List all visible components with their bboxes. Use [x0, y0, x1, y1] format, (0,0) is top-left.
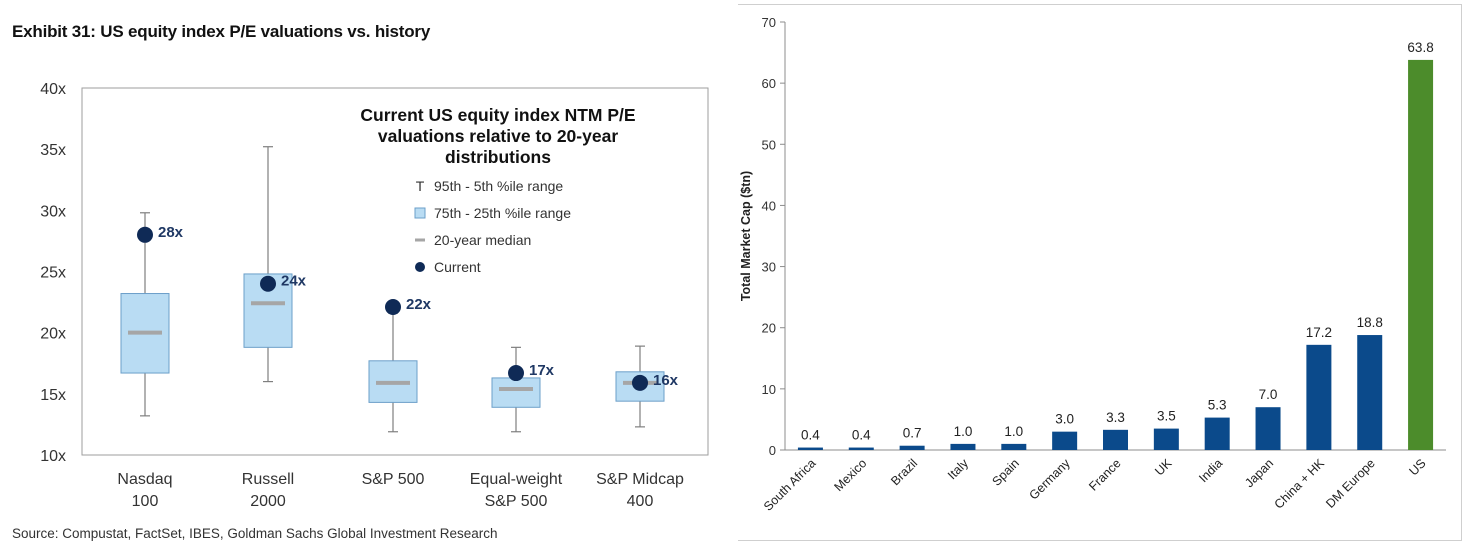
box-plot-chart: 10x 15x 20x 25x 30x 35x 40x 28x Nasdaq 100 24x Russ… [40, 81, 709, 510]
x-category-label: Mexico [831, 456, 869, 494]
exhibit-title: Exhibit 31: US equity index P/E valuatio… [12, 22, 431, 41]
legend-label: 20-year median [434, 232, 531, 248]
bar [1052, 431, 1078, 450]
bar-value-label: 7.0 [1259, 387, 1278, 402]
bar-value-label: 63.8 [1407, 40, 1433, 55]
chart-title-line: distributions [445, 147, 551, 167]
current-value-dot [508, 365, 524, 382]
x-category-label: 100 [132, 493, 159, 510]
y-tick-label: 25x [40, 265, 66, 282]
y-tick-label: 40 [762, 198, 776, 213]
x-category-label: France [1086, 456, 1123, 493]
x-category-label: Italy [945, 456, 972, 483]
bar-value-label: 0.4 [801, 428, 820, 443]
bar-value-label: 3.0 [1055, 412, 1074, 427]
bar [848, 447, 874, 450]
iqr-box [491, 377, 541, 408]
x-category-label: Russell [242, 471, 294, 488]
frame-right [1461, 4, 1462, 540]
bar-value-label: 17.2 [1306, 325, 1332, 340]
x-category-label: S&P 500 [362, 471, 425, 488]
current-value-dot [632, 374, 648, 391]
y-tick-label: 10x [40, 448, 66, 465]
x-category-label: Nasdaq [117, 471, 172, 488]
y-tick-label: 35x [40, 142, 66, 159]
y-tick-label: 15x [40, 387, 66, 404]
bar [1306, 344, 1332, 450]
bar-value-label: 1.0 [1004, 424, 1023, 439]
bar-value-label: 5.3 [1208, 398, 1227, 413]
bar [1408, 59, 1434, 451]
bar-value-label: 1.0 [954, 424, 973, 439]
x-category-label: Brazil [888, 456, 920, 488]
bar [1204, 417, 1230, 450]
x-category-label: Japan [1242, 456, 1276, 490]
current-value-label: 22x [406, 296, 432, 313]
frame-top [738, 4, 1462, 5]
frame-bottom [738, 540, 1462, 541]
y-tick-label: 20 [762, 321, 776, 336]
chart-title-line: Current US equity index NTM P/E [360, 105, 635, 125]
left-panel: Exhibit 31: US equity index P/E valuatio… [0, 0, 730, 547]
right-panel: 0 10 20 30 40 50 60 70 Total Market Cap ($tn) 0.4… [730, 0, 1472, 547]
x-category-label: UK [1152, 456, 1175, 479]
y-tick-label: 40x [40, 81, 66, 98]
current-value-label: 16x [653, 372, 679, 389]
y-tick-label: 50 [762, 137, 776, 152]
bar [899, 445, 925, 450]
current-value-dot [260, 275, 276, 292]
y-tick-label: 70 [762, 15, 776, 30]
bar [950, 443, 976, 450]
current-value-dot [385, 298, 401, 315]
x-category-label: India [1196, 456, 1225, 485]
bar-value-label: 3.5 [1157, 409, 1176, 424]
market-cap-bar-chart: 0 10 20 30 40 50 60 70 Total Market Cap ($tn) 0.4… [739, 15, 1446, 514]
x-category-label: Equal-weight [470, 471, 563, 488]
x-category-label: S&P 500 [485, 493, 548, 510]
x-category-label: Germany [1027, 456, 1074, 503]
source-note: Source: Compustat, FactSet, IBES, Goldma… [12, 526, 498, 541]
current-value-label: 28x [158, 224, 184, 241]
x-category-label: DM Europe [1323, 456, 1378, 511]
current-value-dot [137, 226, 153, 243]
current-value-label: 17x [529, 362, 555, 379]
x-category-label: 400 [627, 493, 654, 510]
bar [1153, 428, 1179, 450]
x-category-label: 2000 [250, 493, 286, 510]
legend-label: Current [434, 259, 481, 275]
x-category-label: S&P Midcap [596, 471, 684, 488]
bar [1001, 443, 1027, 450]
y-tick-label: 10 [762, 382, 776, 397]
y-tick-label: 60 [762, 76, 776, 91]
bar [1357, 335, 1383, 450]
bar [797, 447, 823, 450]
bar-value-label: 0.7 [903, 426, 922, 441]
bar [1255, 407, 1281, 450]
plot-area-border [81, 87, 709, 456]
legend-current-symbol [415, 262, 425, 272]
x-category-label: China + HK [1272, 456, 1328, 512]
y-tick-label: 30 [762, 260, 776, 275]
legend-box-symbol [414, 207, 426, 219]
y-tick-label: 20x [40, 326, 66, 343]
current-value-label: 24x [281, 273, 307, 290]
legend-label: 95th - 5th %ile range [434, 178, 563, 194]
y-tick-label: 0 [769, 443, 776, 458]
bar [1103, 429, 1128, 450]
y-axis-title: Total Market Cap ($tn) [739, 171, 753, 301]
x-category-label: South Africa [761, 456, 819, 514]
bar-value-label: 3.3 [1106, 410, 1125, 425]
bar-value-label: 0.4 [852, 428, 871, 443]
y-tick-label: 30x [40, 203, 66, 220]
legend-whisker-symbol: T [416, 178, 425, 194]
x-category-label: Spain [989, 456, 1022, 489]
chart-title-line: valuations relative to 20-year [378, 126, 618, 146]
bar-value-label: 18.8 [1357, 315, 1383, 330]
x-category-label: US [1407, 456, 1429, 478]
legend-label: 75th - 25th %ile range [434, 205, 571, 221]
